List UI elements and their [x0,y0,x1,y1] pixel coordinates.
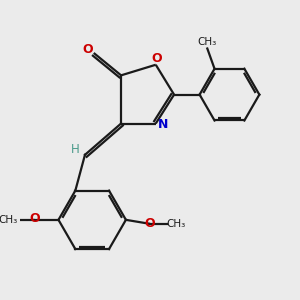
Text: H: H [71,143,80,157]
Text: O: O [151,52,162,64]
Text: CH₃: CH₃ [166,219,185,229]
Text: O: O [30,212,40,225]
Text: N: N [158,118,169,131]
Text: CH₃: CH₃ [0,215,18,225]
Text: O: O [82,43,93,56]
Text: O: O [144,217,155,230]
Text: CH₃: CH₃ [198,37,217,47]
